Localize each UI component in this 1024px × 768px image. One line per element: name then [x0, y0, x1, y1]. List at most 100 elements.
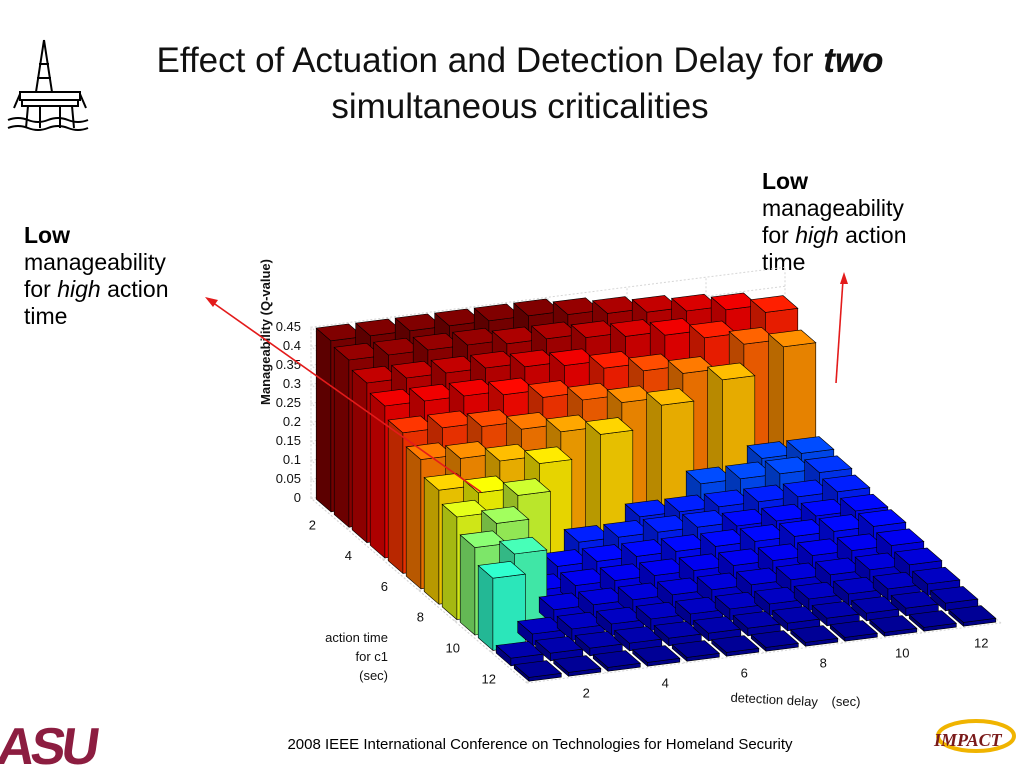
bar-top-face: [839, 493, 889, 512]
z-tick-label: 0.4: [283, 338, 301, 353]
bar-side-face: [423, 476, 440, 605]
detection-delay-tick-label: 8: [820, 656, 827, 671]
bar-top-face: [854, 552, 904, 571]
bar: [552, 655, 602, 677]
bar: [692, 616, 742, 642]
bar-top-face: [706, 362, 756, 381]
z-axis-label: Manageability (Q-value): [258, 259, 273, 405]
bar-top-face: [606, 385, 656, 403]
gridline-z: [309, 266, 786, 513]
bar-side-face: [333, 346, 350, 528]
bar-top-face: [735, 567, 785, 586]
action-time-tick-label: 10: [446, 641, 460, 656]
bar-top-face: [947, 605, 997, 623]
bar-top-face: [552, 655, 602, 673]
bar-side-face: [387, 419, 404, 575]
bar-top-face: [509, 349, 559, 368]
bar-top-face: [714, 591, 764, 610]
bar-top-face: [491, 326, 541, 345]
bar-top-face: [814, 557, 864, 576]
y-axis-label-line3: (sec): [359, 668, 388, 683]
bar-top-face: [513, 660, 563, 678]
bar-side-face: [477, 564, 494, 652]
bar-top-face: [893, 547, 943, 566]
bar-top-face: [516, 616, 566, 635]
z-tick-label: 0.45: [276, 319, 301, 334]
bar-top-face: [563, 525, 613, 543]
bar-top-face: [796, 538, 846, 556]
bar-top-face: [767, 329, 817, 348]
arrow-left-head: [205, 297, 218, 307]
bar-top-face: [775, 562, 825, 581]
bar-top-face: [477, 561, 527, 579]
detection-delay-tick-label: 10: [895, 646, 909, 661]
bar: [613, 626, 663, 652]
bar-top-face: [512, 298, 562, 317]
bar-top-face: [624, 499, 674, 518]
footer-text: 2008 IEEE International Conference on Te…: [287, 736, 793, 753]
bar-top-face: [574, 631, 624, 649]
bar-top-face: [696, 572, 746, 591]
bar-top-face: [631, 645, 681, 663]
bar-top-face: [369, 388, 419, 407]
z-tick-label: 0.35: [276, 357, 301, 372]
asu-logo: ASU: [0, 718, 101, 768]
bar-top-face: [890, 591, 940, 609]
bar-top-face: [588, 351, 638, 369]
bar-top-face: [685, 466, 735, 485]
x-axis-label: detection delay: [730, 690, 819, 710]
z-tick-label: 0.1: [283, 452, 301, 467]
bar-top-face: [592, 650, 642, 668]
arrow-left: [211, 301, 482, 493]
bar-top-face: [803, 455, 853, 473]
title-emphasis: two: [823, 41, 884, 80]
bar-top-face: [850, 596, 900, 614]
bar-top-face: [613, 626, 663, 644]
bar-top-face: [451, 327, 501, 346]
bar-top-face: [872, 571, 922, 590]
bar-top-face: [789, 625, 839, 643]
bar-top-face: [602, 520, 652, 538]
bar-top-face: [656, 577, 706, 596]
bar-top-face: [821, 474, 871, 493]
bar: [890, 591, 940, 617]
bar-top-face: [911, 566, 961, 585]
bar-top-face: [315, 323, 365, 342]
bar-top-face: [609, 319, 659, 337]
bar-top-face: [836, 533, 886, 551]
bar-top-face: [728, 327, 778, 345]
bar-top-face: [545, 414, 595, 433]
bar-top-face: [829, 620, 879, 638]
detection-delay-tick-label: 12: [974, 636, 988, 651]
bar-side-face: [405, 446, 422, 590]
oil-platform-logo: [7, 39, 89, 131]
bar-top-face: [412, 332, 462, 351]
z-tick-label: 0.25: [276, 395, 301, 410]
bar-top-face: [660, 534, 710, 552]
bar-top-face: [559, 568, 609, 586]
bar-top-face: [739, 524, 789, 542]
bar-top-face: [441, 499, 491, 518]
bar-top-face: [746, 441, 796, 459]
bar-top-face: [857, 509, 907, 527]
bar-top-face: [459, 530, 509, 548]
bar-top-face: [620, 539, 670, 557]
callout-right: Low manageability for high action time: [762, 168, 907, 275]
bar: [789, 625, 839, 647]
bar-top-face: [354, 318, 404, 337]
x-axis-label-unit: (sec): [832, 694, 861, 709]
bar-top-face: [635, 601, 685, 620]
detection-delay-tick-label: 2: [583, 686, 590, 701]
bar-top-face: [645, 388, 695, 406]
bar-top-face: [595, 606, 645, 625]
bar-top-face: [653, 621, 703, 639]
bar: [710, 635, 760, 657]
bar: [850, 596, 900, 622]
z-tick-label: 0: [294, 490, 301, 505]
bar-top-face: [800, 498, 850, 517]
bar-top-face: [631, 295, 681, 313]
bar-top-face: [699, 529, 749, 547]
bar-top-face: [782, 479, 832, 498]
bar-top-face: [527, 380, 577, 398]
